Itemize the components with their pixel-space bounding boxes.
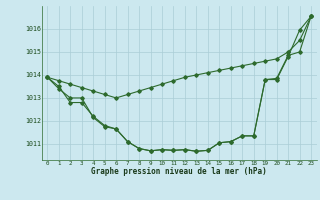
X-axis label: Graphe pression niveau de la mer (hPa): Graphe pression niveau de la mer (hPa) — [91, 167, 267, 176]
